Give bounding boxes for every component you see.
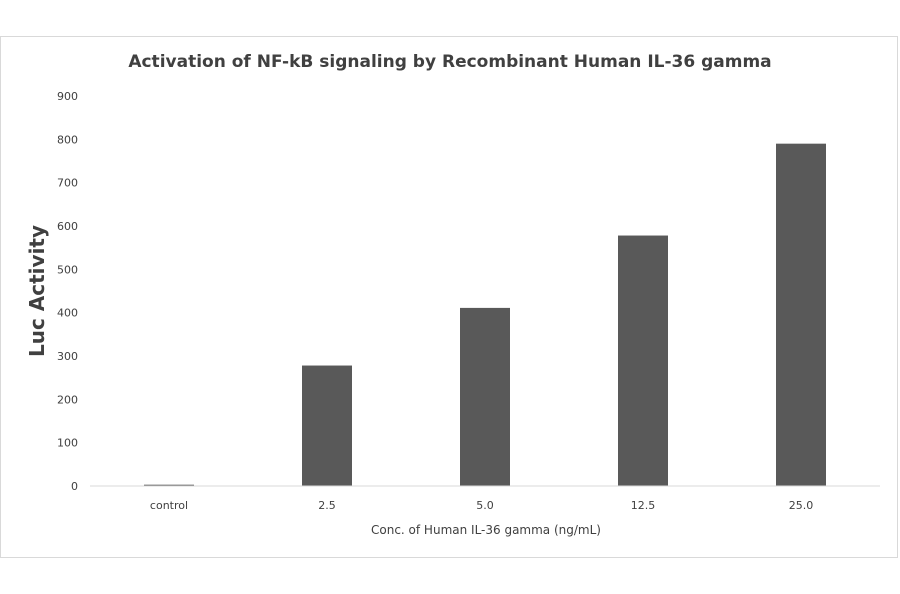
x-axis-label: Conc. of Human IL-36 gamma (ng/mL): [371, 523, 601, 537]
x-tick-label: 2.5: [318, 499, 336, 512]
bar-25.0: [776, 143, 826, 486]
y-tick-label: 100: [57, 437, 78, 450]
x-tick-label: control: [150, 499, 188, 512]
bar-12.5: [618, 235, 668, 486]
x-axis-ticks: control 2.5 5.0 12.5 25.0: [150, 499, 813, 512]
y-tick-label: 0: [71, 480, 78, 493]
y-tick-label: 600: [57, 220, 78, 233]
x-tick-label: 5.0: [476, 499, 494, 512]
y-tick-label: 500: [57, 263, 78, 276]
y-tick-label: 700: [57, 177, 78, 190]
chart-title: Activation of NF-kB signaling by Recombi…: [128, 52, 771, 72]
y-axis-label: Luc Activity: [25, 225, 49, 357]
x-tick-label: 12.5: [631, 499, 656, 512]
y-tick-label: 800: [57, 133, 78, 146]
y-tick-label: 300: [57, 350, 78, 363]
y-tick-label: 400: [57, 307, 78, 320]
x-tick-label: 25.0: [789, 499, 814, 512]
chart-frame: [0, 36, 898, 558]
y-axis-ticks: 0 100 200 300 400 500 600 700 800 900: [57, 90, 78, 493]
bars: [144, 143, 826, 486]
bar-2.5: [302, 365, 352, 486]
y-tick-label: 200: [57, 393, 78, 406]
bar-control: [144, 484, 194, 486]
bar-5.0: [460, 307, 510, 486]
y-tick-label: 900: [57, 90, 78, 103]
